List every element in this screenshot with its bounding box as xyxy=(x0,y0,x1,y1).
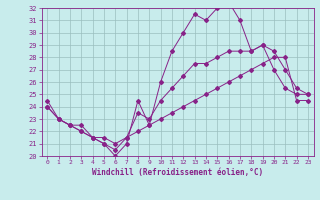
X-axis label: Windchill (Refroidissement éolien,°C): Windchill (Refroidissement éolien,°C) xyxy=(92,168,263,177)
